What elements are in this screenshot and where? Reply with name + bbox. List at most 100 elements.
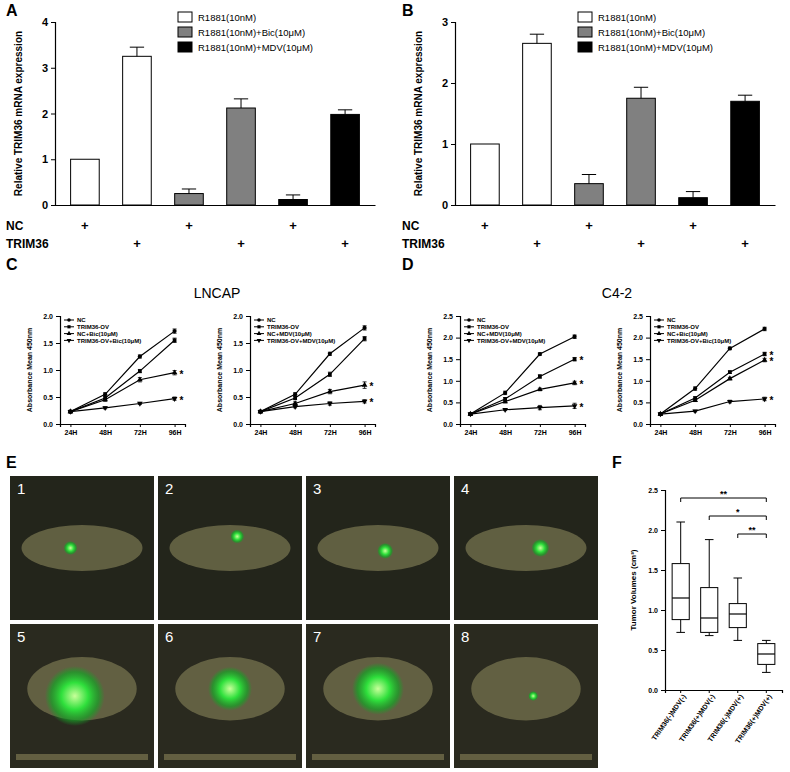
legend-item: NC+Bic(10μM) xyxy=(654,331,708,337)
legend-label: TRIM36-OV+Bic(10μM) xyxy=(667,338,731,344)
point xyxy=(138,369,142,373)
tick-mark xyxy=(661,610,665,611)
error-cap xyxy=(328,393,332,394)
error-bar xyxy=(538,353,542,356)
tick-mark xyxy=(695,424,696,427)
legend-label: TRIM36-OV+MDV(10μM) xyxy=(477,338,545,344)
legend-item: TRIM36-OV+Bic(10μM) xyxy=(64,338,141,344)
error-bar xyxy=(573,357,577,360)
legend-item: NC+MDV(10μM) xyxy=(464,331,522,337)
point xyxy=(468,412,474,417)
y-tick: 2.0 xyxy=(43,313,60,320)
tick-label: 0.5 xyxy=(443,399,453,406)
tick-label: 1.5 xyxy=(443,356,453,363)
photo: 1 xyxy=(10,476,154,620)
line xyxy=(660,354,764,414)
point xyxy=(328,372,332,376)
legend-item: TRIM36-OV xyxy=(654,324,699,330)
error-bar xyxy=(138,355,142,358)
tick-label: 2.0 xyxy=(648,527,658,534)
error-cap xyxy=(738,95,752,96)
y-tick: 1.0 xyxy=(648,607,665,614)
axis-line xyxy=(661,491,666,691)
whisker xyxy=(737,628,738,641)
legend-label: R1881(10nM) xyxy=(198,12,256,23)
tick-mark xyxy=(295,424,296,427)
photo-background xyxy=(158,624,302,768)
legend-item: TRIM36-OV+MDV(10μM) xyxy=(464,338,545,344)
axis-line xyxy=(646,317,651,425)
tick-label: 3 xyxy=(442,16,448,28)
point xyxy=(172,329,176,333)
line xyxy=(660,399,764,414)
tick-mark xyxy=(451,22,455,23)
tick-mark xyxy=(661,650,665,651)
error-cap xyxy=(182,188,196,189)
point xyxy=(572,335,576,339)
point xyxy=(537,386,543,391)
axis: 24H48H72H96H xyxy=(61,424,186,436)
point xyxy=(538,352,542,356)
error-bar xyxy=(234,99,248,108)
legend-item: TRIM36-OV xyxy=(64,324,109,330)
tick-mark xyxy=(646,381,650,382)
point xyxy=(362,326,366,330)
x-tick: 48H xyxy=(689,424,702,436)
tick-mark xyxy=(246,370,250,371)
y-tick: 0.0 xyxy=(443,421,460,428)
legend-item: R1881(10nM)+Bic(10μM) xyxy=(178,27,305,38)
y-tick: 2.5 xyxy=(633,313,650,320)
tick-mark xyxy=(246,397,250,398)
error-bar xyxy=(363,382,367,388)
photo-ruler xyxy=(164,754,296,760)
axis-line xyxy=(651,425,776,428)
tick-mark xyxy=(330,424,331,427)
box xyxy=(729,604,746,628)
tick-mark xyxy=(140,424,141,427)
tick-label: 48H xyxy=(99,429,112,436)
tick-label: 2.0 xyxy=(43,313,53,320)
panel-label: D xyxy=(402,256,414,273)
x-tick: 72H xyxy=(724,424,737,436)
y-tick: 1 xyxy=(442,138,455,150)
line xyxy=(70,399,174,412)
legend-label: NC+Bic(10μM) xyxy=(77,331,118,337)
legend-item: TRIM36-OV xyxy=(254,324,299,330)
significance: * xyxy=(580,402,584,413)
tick-label: 96H xyxy=(569,429,582,436)
bar xyxy=(175,194,204,205)
significance: * xyxy=(580,355,584,366)
y-tick: 1.0 xyxy=(633,378,650,385)
tick-label: 3 xyxy=(42,62,48,74)
tick-label: 24H xyxy=(64,429,77,436)
axis: 24H48H72H96H xyxy=(461,424,586,436)
significance: * xyxy=(770,356,774,367)
tick-mark xyxy=(51,159,55,160)
bar xyxy=(679,198,708,205)
error-bar xyxy=(328,352,332,355)
legend-label: R1881(10nM)+Bic(10μM) xyxy=(198,27,305,38)
point xyxy=(762,357,768,362)
median xyxy=(701,617,718,618)
photo-signal xyxy=(352,663,404,715)
tick-mark xyxy=(646,316,650,317)
point xyxy=(728,370,732,374)
x-tick: 96H xyxy=(359,424,372,436)
point xyxy=(762,327,766,331)
row-label: TRIM36 xyxy=(402,237,445,251)
legend-swatch xyxy=(178,27,192,37)
error-bar xyxy=(573,335,577,338)
point xyxy=(502,398,508,403)
legend-marker xyxy=(657,339,662,343)
panel-label: B xyxy=(402,2,414,19)
bar xyxy=(523,43,552,205)
tick-label: 48H xyxy=(499,429,512,436)
legend-marker xyxy=(467,339,472,343)
axis-title: Relative TRIM36 mRNA expression xyxy=(13,31,24,196)
y-tick: 0.0 xyxy=(233,421,250,428)
tick-mark xyxy=(105,424,106,427)
point xyxy=(763,352,767,356)
bar xyxy=(731,101,760,205)
y-tick: 1 xyxy=(42,153,55,165)
error-bar xyxy=(686,192,700,198)
